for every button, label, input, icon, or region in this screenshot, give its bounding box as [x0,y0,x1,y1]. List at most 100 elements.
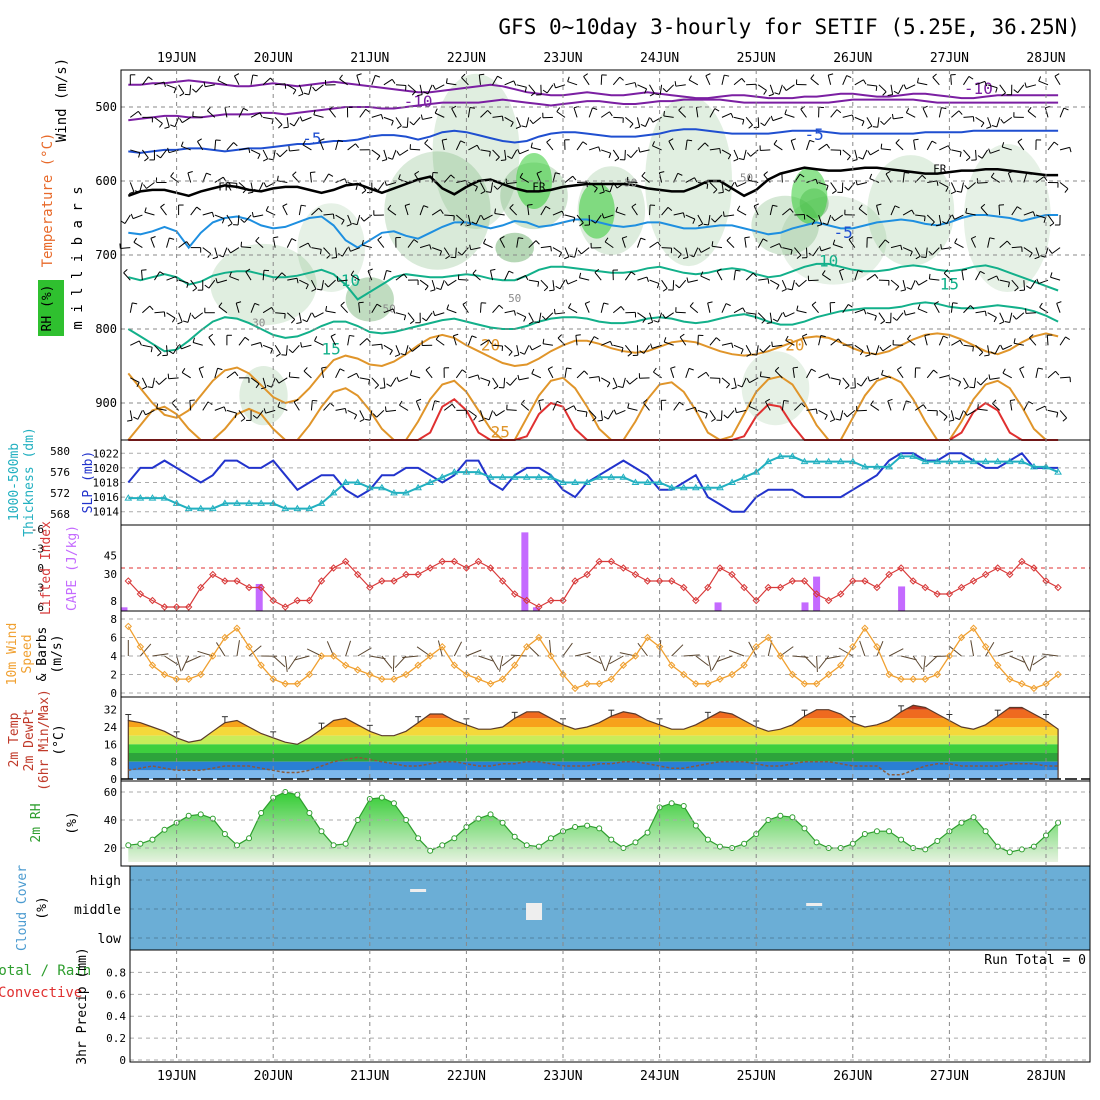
wind-barb-flag [650,343,653,349]
wind-barb-flag [182,320,189,323]
wind-barb-flag [366,338,371,343]
wind-barb [166,312,176,319]
wind-barb [579,277,590,281]
wind-barb [778,84,783,95]
wind-barb [503,377,506,388]
wind-barb [461,247,469,256]
wind-tick-label: 4 [110,650,117,663]
wind-barb [1011,246,1022,249]
wind-barb-flag [572,175,577,181]
temp-band [128,735,1059,745]
wind-barb-flag [531,368,535,374]
wind-barb-flag [435,335,440,340]
wind-barb-flag [781,288,787,292]
wind-barb-flag [276,175,279,181]
wind-barb [130,149,141,154]
wind-barb [960,182,964,193]
thickness-marker [885,462,893,470]
wind-barb [794,214,805,216]
wind-barb-flag [880,120,885,125]
wind-barb [939,145,949,151]
wind-barb [796,309,807,314]
wind-barb [616,182,626,189]
wind-barb-flag [133,237,137,243]
wind-barb-flag [344,408,347,414]
wind-barb [120,247,131,249]
wind-barb-10m [859,640,866,657]
rh-marker [572,824,579,830]
wind-speed-marker [909,675,917,683]
wind-speed-marker [607,675,616,683]
wind-barb-flag [207,253,212,258]
wind-barb-flag [731,387,737,390]
wind-barb-flag [716,268,722,272]
wind-barb-flag [133,416,139,420]
wind-barb [480,182,486,192]
wind-barb-flag [391,120,394,126]
wind-speed-marker [245,643,253,651]
wind-barb [829,302,832,313]
wind-barb [736,409,747,414]
wind-barb-10m [925,655,938,668]
wind-barb-flag [738,158,744,161]
wind-barb-flag [352,222,358,226]
rh-marker [499,819,506,826]
wind-barb [1039,306,1049,314]
wind-barb-flag [731,342,734,349]
wind-barb-10m [716,655,733,662]
thickness-marker [233,499,241,506]
wind-barb [830,410,836,420]
lifted-index-marker [885,570,893,579]
thickness-marker [281,504,290,512]
day-label-bottom: 21JUN [350,1069,389,1084]
lifted-index-marker [160,603,169,611]
wind-barb-flag [598,376,601,382]
rh-marker [873,828,880,835]
wind-barb-flag [260,386,267,390]
wind-barb-flag [578,272,582,278]
wind-barb [189,84,192,95]
wind-barb-flag [451,105,457,109]
wind-barb-flag [727,154,732,160]
wind-barb [1003,116,1013,124]
day-label-top: 21JUN [350,51,389,66]
wind-barb [736,182,747,188]
wind-barb-flag [262,158,268,162]
wind-barb [764,401,771,411]
wind-barb [709,377,720,379]
wind-barb [946,214,952,225]
wind-barb-flag [945,186,949,192]
isotherm-label-7: -5 [834,223,853,242]
wind-barb [419,205,424,216]
wind-barb-flag [620,306,625,311]
wind-barb [917,308,928,314]
wind-barb-flag [137,111,142,116]
wind-barb-10m [357,647,372,657]
wind-barb-flag [1001,92,1006,97]
wind-barb-flag [642,318,647,323]
wind-barb-flag [469,244,472,250]
wind-barb [1035,176,1045,183]
wind-speed-marker [414,661,422,669]
wind-barb-flag [704,142,709,147]
wind-barb-flag [646,276,649,282]
wind-barb [973,377,977,388]
wind-barb-10m [236,640,240,657]
thickness-marker [160,494,169,501]
wind-barb-flag [1013,89,1019,94]
wind-barb [262,149,269,160]
thickness-marker [196,504,205,512]
wind-barb [893,116,904,120]
wind-barb [518,377,529,381]
wind-barb [250,342,261,346]
wind-barb-flag [353,414,358,420]
wind-barb [226,371,236,379]
wind-barb [337,279,348,282]
wind-barb-flag [234,413,237,419]
wind-barb-flag [972,346,974,352]
thickness-marker [402,488,410,496]
thickness-marker [1005,457,1014,465]
wind-barb [709,182,718,190]
wind-barb [446,308,457,314]
